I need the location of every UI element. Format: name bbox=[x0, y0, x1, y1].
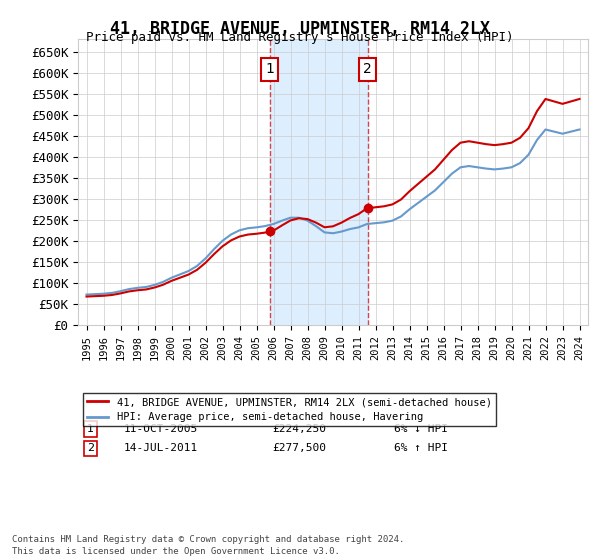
Text: 6% ↓ HPI: 6% ↓ HPI bbox=[394, 424, 448, 434]
Text: Contains HM Land Registry data © Crown copyright and database right 2024.: Contains HM Land Registry data © Crown c… bbox=[12, 535, 404, 544]
Text: Price paid vs. HM Land Registry's House Price Index (HPI): Price paid vs. HM Land Registry's House … bbox=[86, 31, 514, 44]
Text: 2: 2 bbox=[364, 62, 372, 76]
Legend: 41, BRIDGE AVENUE, UPMINSTER, RM14 2LX (semi-detached house), HPI: Average price: 41, BRIDGE AVENUE, UPMINSTER, RM14 2LX (… bbox=[83, 393, 496, 426]
Text: 2: 2 bbox=[87, 444, 94, 454]
Text: £224,250: £224,250 bbox=[272, 424, 326, 434]
Text: 11-OCT-2005: 11-OCT-2005 bbox=[124, 424, 198, 434]
Text: 41, BRIDGE AVENUE, UPMINSTER, RM14 2LX: 41, BRIDGE AVENUE, UPMINSTER, RM14 2LX bbox=[110, 20, 490, 38]
Text: £277,500: £277,500 bbox=[272, 444, 326, 454]
Text: 14-JUL-2011: 14-JUL-2011 bbox=[124, 444, 198, 454]
Bar bbox=[270, 39, 368, 325]
Text: 1: 1 bbox=[265, 62, 274, 76]
Text: 1: 1 bbox=[87, 424, 94, 434]
Text: 6% ↑ HPI: 6% ↑ HPI bbox=[394, 444, 448, 454]
Text: This data is licensed under the Open Government Licence v3.0.: This data is licensed under the Open Gov… bbox=[12, 547, 340, 556]
